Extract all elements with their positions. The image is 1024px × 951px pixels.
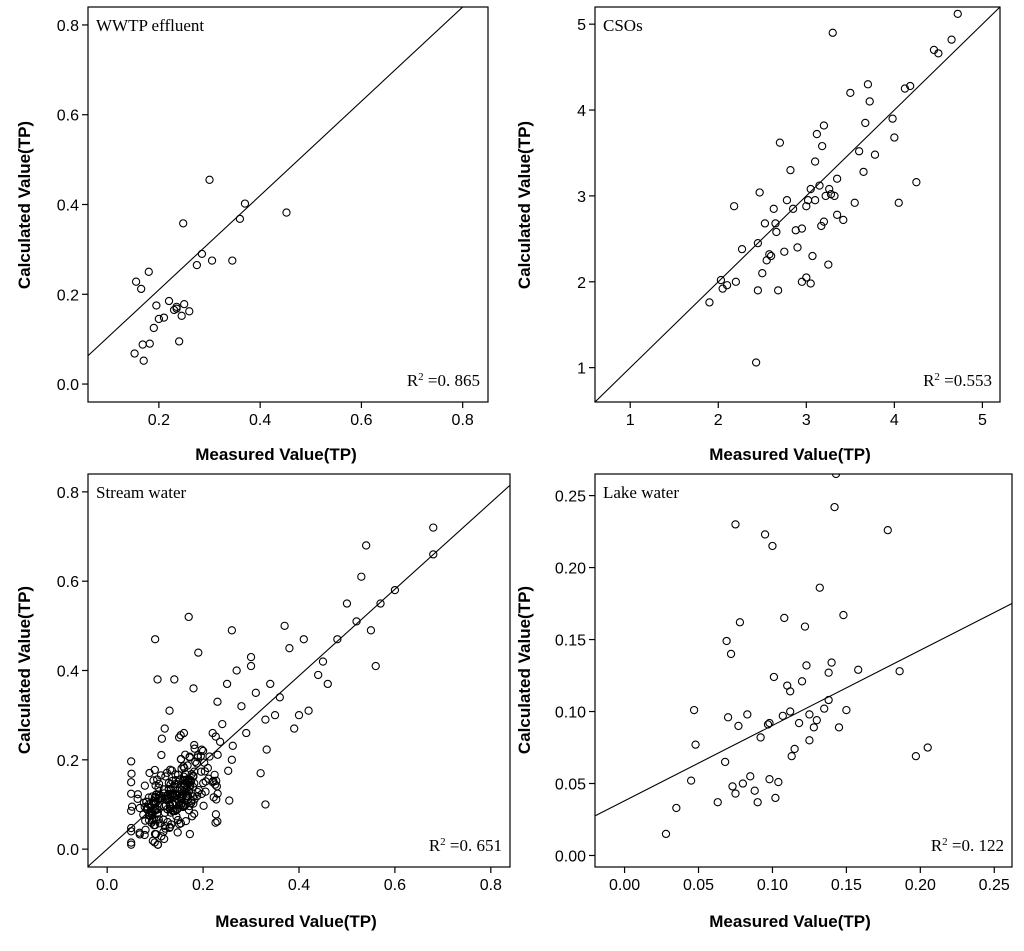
x-axis-label: Measured Value(TP) xyxy=(709,912,871,931)
x-tick-label: 4 xyxy=(890,412,899,429)
panel-title: Lake water xyxy=(603,483,679,502)
panel-title: Stream water xyxy=(96,483,186,502)
y-tick-label: 4 xyxy=(577,103,586,120)
figure: 0.2 0.4 0.6 0.8 0.0 0.2 0.4 0.6 0.8 Measured Valu… xyxy=(0,0,1024,951)
y-tick-label: 3 xyxy=(577,189,586,206)
x-tick-label: 0.10 xyxy=(757,877,788,894)
y-tick-label: 0.2 xyxy=(57,753,79,770)
x-tick-label: 0.20 xyxy=(905,877,936,894)
panel-title: CSOs xyxy=(603,16,643,35)
y-tick-label: 0.6 xyxy=(57,574,79,591)
x-tick-label: 0.2 xyxy=(192,877,214,894)
x-tick-label: 0.4 xyxy=(249,412,271,429)
y-tick-label: 0.8 xyxy=(57,485,79,502)
x-tick-label: 0.8 xyxy=(452,412,474,429)
panel-1: 0.2 0.4 0.6 0.8 0.0 0.2 0.4 0.6 0.8 Measured Valu… xyxy=(15,0,488,464)
y-tick-label: 1 xyxy=(577,361,586,378)
r-squared-label: R2 =0.553 xyxy=(923,371,992,390)
y-axis-label: Calculated Value(TP) xyxy=(15,586,34,754)
y-tick-label: 0.4 xyxy=(57,198,79,215)
y-tick-label: 2 xyxy=(577,275,586,292)
x-axis-label: Measured Value(TP) xyxy=(709,445,871,464)
plot-frame xyxy=(88,7,488,402)
y-tick-label: 0.4 xyxy=(57,664,79,681)
y-axis-label: Calculated Value(TP) xyxy=(515,586,534,754)
panel-title: WWTP effluent xyxy=(96,16,204,35)
x-axis-label: Measured Value(TP) xyxy=(215,912,377,931)
x-tick-label: 0.6 xyxy=(384,877,406,894)
y-tick-label: 0.10 xyxy=(555,705,586,722)
plot-frame xyxy=(595,474,1012,867)
r-squared-label: R2 =0. 122 xyxy=(931,836,1004,855)
panel-4: 0.00 0.05 0.10 0.15 0.20 0.25 0.00 0.05 0.10 0.15… xyxy=(515,470,1012,931)
r-squared-label: R2 =0. 651 xyxy=(429,836,502,855)
x-tick-label: 3 xyxy=(802,412,811,429)
panel-3: 0.0 0.2 0.4 0.6 0.8 0.0 0.2 0.4 0.6 0.8 Measured V… xyxy=(15,474,510,931)
y-axis-label: Calculated Value(TP) xyxy=(515,121,534,289)
x-axis-label: Measured Value(TP) xyxy=(195,445,357,464)
y-tick-label: 0.05 xyxy=(555,777,586,794)
y-tick-label: 0.25 xyxy=(555,489,586,506)
y-tick-label: 0.0 xyxy=(57,842,79,859)
x-tick-label: 0.15 xyxy=(831,877,862,894)
y-tick-label: 0.0 xyxy=(57,377,79,394)
y-axis-label: Calculated Value(TP) xyxy=(15,121,34,289)
y-tick-label: 0.15 xyxy=(555,633,586,650)
x-tick-label: 1 xyxy=(626,412,635,429)
x-tick-label: 2 xyxy=(714,412,723,429)
y-tick-label: 0.2 xyxy=(57,287,79,304)
x-tick-label: 0.4 xyxy=(288,877,310,894)
y-tick-label: 0.20 xyxy=(555,561,586,578)
y-tick-label: 0.00 xyxy=(555,848,586,865)
x-tick-label: 5 xyxy=(978,412,987,429)
y-tick-label: 0.8 xyxy=(57,18,79,35)
y-tick-label: 5 xyxy=(577,17,586,34)
x-tick-label: 0.8 xyxy=(480,877,502,894)
x-tick-label: 0.00 xyxy=(609,877,640,894)
x-tick-label: 0.05 xyxy=(683,877,714,894)
y-tick-label: 0.6 xyxy=(57,108,79,125)
x-tick-label: 0.2 xyxy=(148,412,170,429)
x-tick-label: 0.25 xyxy=(979,877,1010,894)
r-squared-label: R2 =0. 865 xyxy=(407,371,480,390)
x-tick-label: 0.0 xyxy=(96,877,118,894)
panel-2: 1 2 3 4 5 1 2 3 4 5 Measured Value(TP) Calculated V… xyxy=(515,7,1000,464)
x-tick-label: 0.6 xyxy=(350,412,372,429)
